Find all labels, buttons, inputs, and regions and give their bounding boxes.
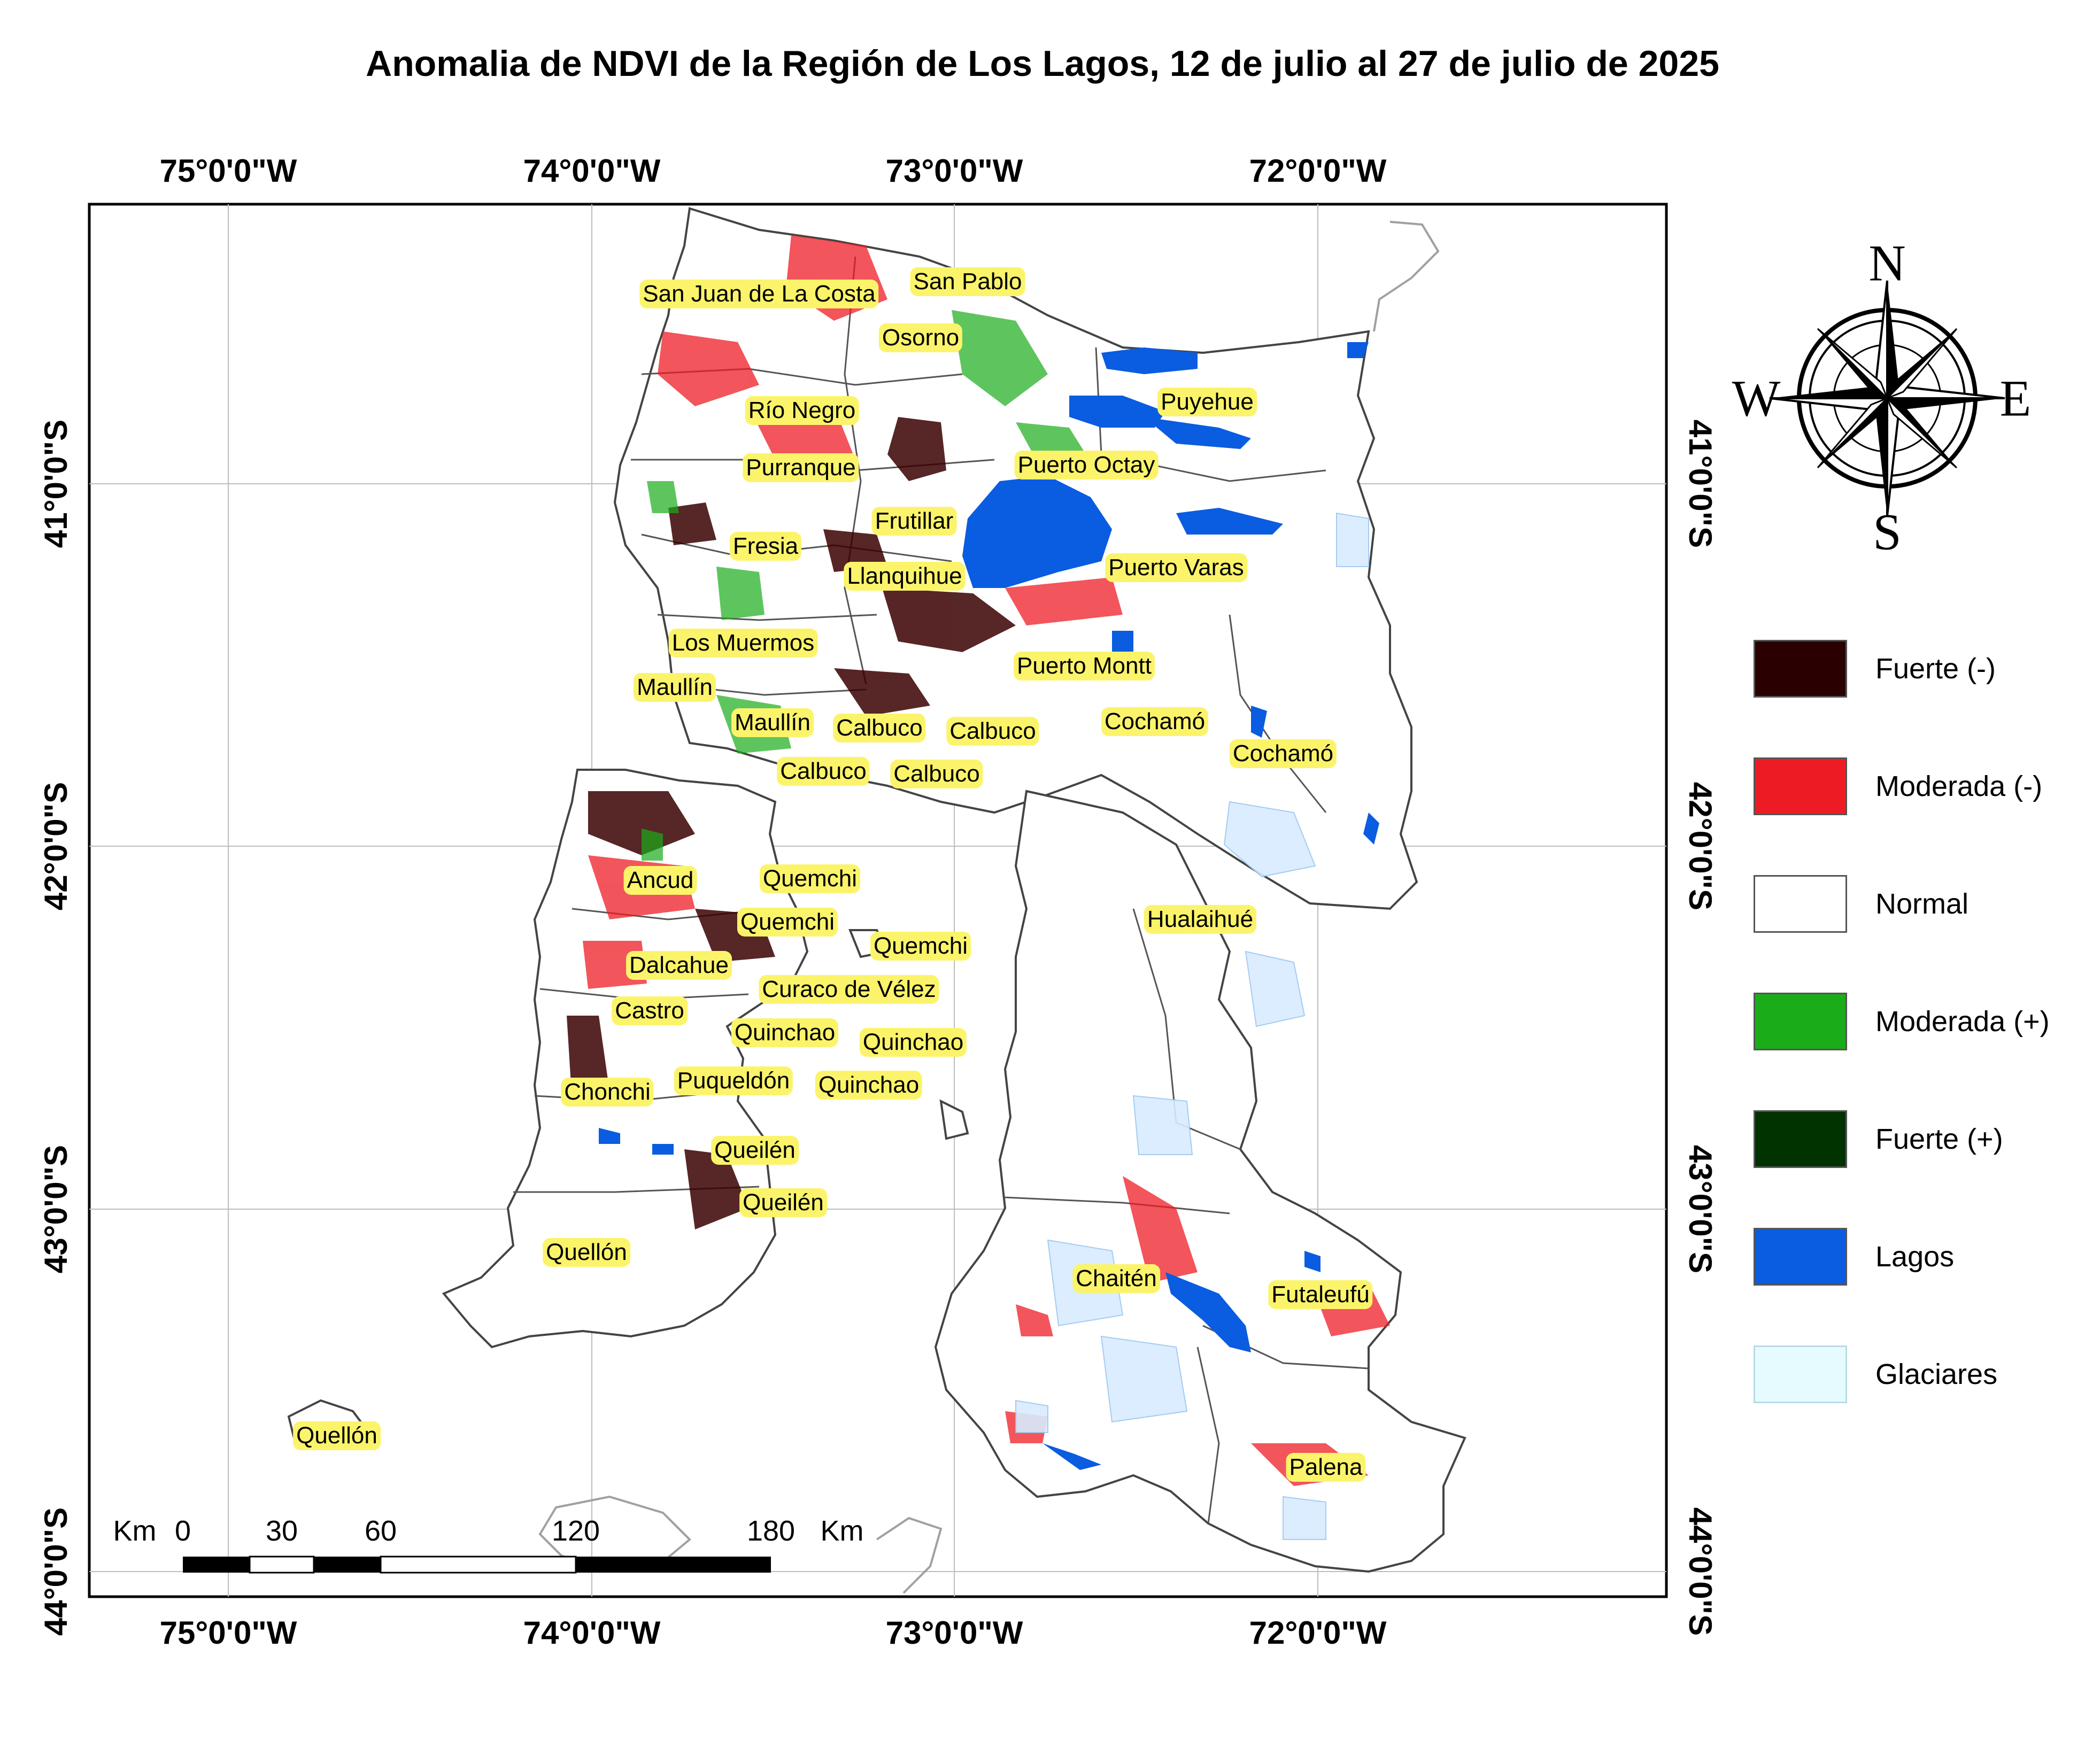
place-label: Maullín: [731, 708, 814, 737]
lon-label-top-73: 73°0'0"W: [885, 153, 1023, 189]
place-label: Puqueldón: [674, 1066, 793, 1095]
place-label: Quemchi: [737, 908, 838, 937]
legend-label-glaciers: Glaciares: [1875, 1358, 1998, 1390]
place-label: Calbuco: [833, 714, 926, 742]
legend-label-lakes: Lagos: [1875, 1241, 1955, 1273]
place-label: Curaco de Vélez: [759, 975, 939, 1004]
lat-label-right-44: 44°0'0"S: [1682, 1507, 1718, 1636]
legend-label-strong-positive: Fuerte (+): [1875, 1123, 2003, 1155]
place-label: Quinchao: [815, 1071, 923, 1100]
compass-west-label: W: [1732, 369, 1781, 427]
lat-label-right-41: 41°0'0"S: [1682, 419, 1718, 548]
lakes: [599, 342, 1379, 1470]
lon-label-bottom-74: 74°0'0"W: [523, 1615, 661, 1651]
place-label: Dalcahue: [626, 951, 732, 980]
lat-label-left-42: 42°0'0"S: [38, 782, 74, 911]
place-label: Quemchi: [870, 932, 971, 961]
legend-swatch-glaciers: [1754, 1345, 1847, 1403]
legend-swatch-strong-negative: [1754, 640, 1847, 698]
place-label: Cochamó: [1229, 739, 1337, 768]
place-label: Calbuco: [890, 760, 983, 788]
legend-label-normal: Normal: [1875, 888, 1969, 920]
place-label: San Juan de La Costa: [639, 280, 879, 308]
compass-north-label: N: [1868, 234, 1906, 292]
lat-label-right-42: 42°0'0"S: [1682, 782, 1718, 911]
legend-label-strong-negative: Fuerte (-): [1875, 653, 1996, 685]
legend-swatch-strong-positive: [1754, 1110, 1847, 1168]
lat-label-left-41: 41°0'0"S: [38, 419, 74, 548]
lon-label-bottom-72: 72°0'0"W: [1249, 1615, 1387, 1651]
ndvi-glaciers: [1015, 512, 1369, 1540]
place-label: Futaleufú: [1268, 1280, 1373, 1309]
lat-label-left-43: 43°0'0"S: [38, 1144, 74, 1274]
place-label: Castro: [612, 996, 688, 1025]
scale-tick-0: 0: [174, 1515, 191, 1547]
place-label: Puyehue: [1157, 388, 1257, 416]
place-label: Chaitén: [1072, 1264, 1160, 1293]
scale-tick-60: 60: [364, 1515, 397, 1547]
legend-swatch-lakes: [1754, 1228, 1847, 1286]
place-label: Purranque: [743, 453, 859, 482]
place-label: Quellón: [543, 1238, 630, 1267]
place-label: Cochamó: [1101, 707, 1209, 736]
lon-label-bottom-73: 73°0'0"W: [885, 1615, 1023, 1651]
place-label: Queilén: [711, 1136, 799, 1165]
lon-label-bottom-75: 75°0'0"W: [159, 1615, 297, 1651]
place-label: Ancud: [623, 866, 697, 895]
place-label: Puerto Varas: [1105, 553, 1247, 582]
scale-tick-30: 30: [265, 1515, 298, 1547]
place-label: Osorno: [878, 323, 963, 352]
lon-label-top-75: 75°0'0"W: [159, 153, 297, 189]
place-label: Calbuco: [777, 757, 870, 786]
scale-unit-right: Km: [820, 1515, 864, 1547]
scale-tick-180: 180: [746, 1515, 796, 1547]
place-label: Quellón: [293, 1421, 381, 1450]
place-label: Hualaihué: [1144, 905, 1257, 934]
place-label: Puerto Montt: [1014, 652, 1155, 680]
lat-label-right-43: 43°0'0"S: [1682, 1144, 1718, 1274]
place-label: Río Negro: [745, 396, 859, 425]
map-title: Anomalia de NDVI de la Región de Los Lag…: [366, 43, 1719, 84]
scale-tick-120: 120: [551, 1515, 600, 1547]
lat-label-left-44: 44°0'0"S: [38, 1507, 74, 1636]
compass-rose: [1769, 280, 2005, 516]
compass-east-label: E: [1999, 369, 2032, 427]
region-mainland-south: [934, 790, 1466, 1573]
place-label: Quinchao: [731, 1018, 839, 1047]
lon-label-top-74: 74°0'0"W: [523, 153, 661, 189]
compass-south-label: S: [1873, 503, 1902, 561]
place-label: Calbuco: [946, 717, 1039, 746]
place-label: Quemchi: [759, 864, 861, 893]
legend-swatch-moderate-positive: [1754, 993, 1847, 1050]
place-label: Queilén: [739, 1188, 827, 1217]
legend-label-moderate-negative: Moderada (-): [1875, 770, 2043, 802]
legend-swatch-normal: [1754, 875, 1847, 933]
place-label: Puerto Octay: [1014, 451, 1159, 479]
scale-unit-left: Km: [113, 1515, 157, 1547]
lon-label-top-72: 72°0'0"W: [1249, 153, 1387, 189]
legend-swatch-moderate-negative: [1754, 757, 1847, 815]
place-label: Frutillar: [871, 507, 957, 536]
place-label: Chonchi: [561, 1078, 654, 1107]
place-label: Quinchao: [859, 1028, 967, 1057]
place-label: Maullín: [634, 673, 716, 702]
aysen-coast: [876, 1517, 943, 1594]
legend-label-moderate-positive: Moderada (+): [1875, 1005, 2050, 1038]
scale-bar: [183, 1556, 771, 1574]
place-label: San Pablo: [910, 267, 1025, 296]
place-label: Llanquihue: [844, 562, 966, 591]
place-label: Fresia: [729, 532, 802, 561]
place-label: Los Muermos: [668, 629, 818, 657]
island-group-2: [939, 1099, 969, 1140]
place-label: Palena: [1286, 1453, 1366, 1482]
border-outline: [1373, 221, 1440, 332]
